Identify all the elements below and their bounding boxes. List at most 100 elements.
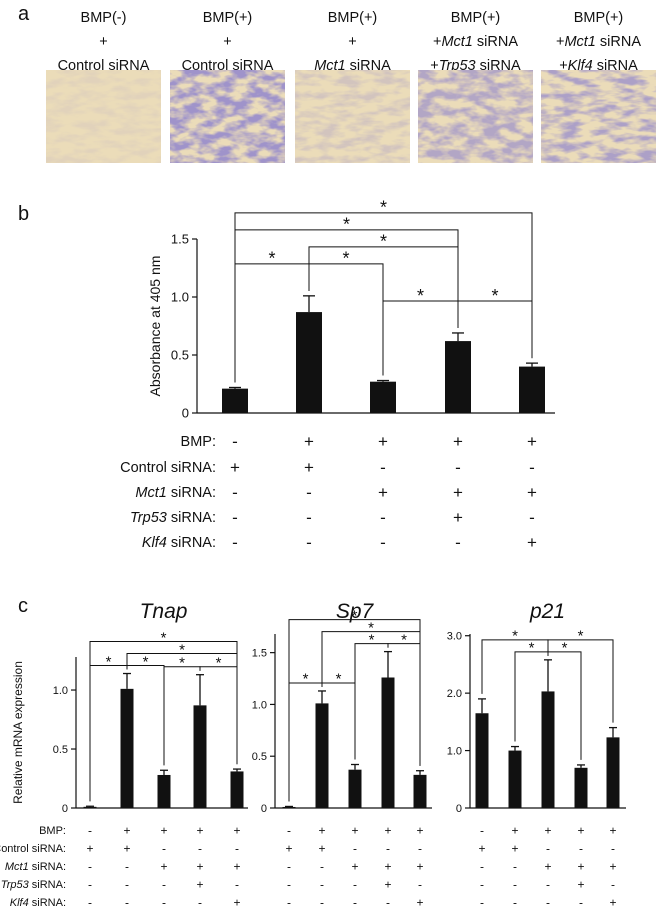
text-part: BMP(+) bbox=[328, 10, 378, 26]
condition-mark: + bbox=[196, 877, 203, 891]
text-part: Trp53 bbox=[1, 879, 30, 891]
condition-mark: + bbox=[351, 859, 358, 873]
condition-mark: + bbox=[86, 841, 93, 855]
chart-title: Tnap bbox=[140, 600, 188, 623]
condition-mark: - bbox=[320, 895, 324, 909]
text-part: siRNA: bbox=[167, 510, 216, 526]
text-part: siRNA bbox=[473, 34, 518, 50]
condition-label: BMP: bbox=[39, 825, 66, 837]
condition-mark: + bbox=[527, 533, 537, 552]
text-part: + bbox=[99, 34, 107, 50]
condition-mark: - bbox=[320, 859, 324, 873]
condition-mark: + bbox=[230, 458, 240, 477]
text-part: Mct1 bbox=[5, 861, 29, 873]
bar bbox=[230, 771, 244, 808]
significance-star: * bbox=[529, 640, 535, 657]
panel-label: a bbox=[18, 3, 30, 25]
text-part: Mct1 bbox=[441, 34, 472, 50]
image-caption: BMP(+) bbox=[574, 10, 624, 26]
y-tick-label: 0 bbox=[456, 803, 462, 815]
condition-mark: + bbox=[416, 823, 423, 837]
condition-mark: - bbox=[480, 877, 484, 891]
text-part: Mct1 bbox=[135, 485, 166, 501]
image-caption: BMP(+) bbox=[328, 10, 378, 26]
condition-mark: - bbox=[579, 895, 583, 909]
y-tick-label: 0 bbox=[182, 406, 189, 421]
condition-mark: - bbox=[418, 877, 422, 891]
condition-mark: - bbox=[380, 508, 386, 527]
bar bbox=[222, 388, 248, 413]
condition-mark: + bbox=[233, 859, 240, 873]
condition-mark: + bbox=[123, 823, 130, 837]
condition-mark: + bbox=[318, 841, 325, 855]
condition-label: Mct1 siRNA: bbox=[135, 485, 216, 501]
text-part: siRNA: bbox=[29, 897, 66, 909]
condition-mark: - bbox=[198, 841, 202, 855]
image-caption: + bbox=[223, 34, 231, 50]
condition-mark: + bbox=[384, 877, 391, 891]
condition-mark: - bbox=[287, 823, 291, 837]
condition-mark: - bbox=[353, 841, 357, 855]
condition-mark: - bbox=[546, 895, 550, 909]
condition-mark: - bbox=[513, 877, 517, 891]
y-tick-label: 0 bbox=[261, 803, 267, 815]
significance-star: * bbox=[216, 654, 222, 671]
significance-star: * bbox=[491, 286, 498, 306]
bar bbox=[519, 366, 545, 413]
condition-mark: + bbox=[233, 895, 240, 909]
condition-mark: - bbox=[513, 859, 517, 873]
condition-mark: - bbox=[162, 841, 166, 855]
significance-star: * bbox=[343, 215, 350, 235]
condition-mark: + bbox=[511, 841, 518, 855]
bar bbox=[315, 703, 329, 808]
condition-mark: + bbox=[304, 432, 314, 451]
condition-mark: + bbox=[577, 823, 584, 837]
text-part: BMP(+) bbox=[574, 10, 624, 26]
text-part: siRNA: bbox=[167, 485, 216, 501]
condition-mark: + bbox=[384, 859, 391, 873]
condition-label: Trp53 siRNA: bbox=[130, 510, 216, 526]
condition-mark: - bbox=[232, 432, 238, 451]
condition-mark: + bbox=[318, 823, 325, 837]
condition-mark: - bbox=[380, 458, 386, 477]
significance-star: * bbox=[562, 640, 568, 657]
y-tick-label: 3.0 bbox=[447, 631, 462, 643]
y-tick-label: 0 bbox=[62, 803, 68, 815]
significance-star: * bbox=[106, 653, 112, 670]
condition-mark: - bbox=[287, 859, 291, 873]
condition-mark: + bbox=[378, 432, 388, 451]
stain-texture bbox=[295, 70, 410, 163]
y-tick-label: 1.5 bbox=[171, 232, 189, 247]
condition-mark: - bbox=[232, 508, 238, 527]
condition-mark: - bbox=[386, 841, 390, 855]
text-part: siRNA bbox=[596, 34, 641, 50]
condition-mark: + bbox=[478, 841, 485, 855]
condition-mark: + bbox=[378, 483, 388, 502]
significance-star: * bbox=[380, 198, 387, 218]
condition-mark: - bbox=[611, 877, 615, 891]
condition-label: Trp53 siRNA: bbox=[1, 879, 66, 891]
image-caption: BMP(+) bbox=[203, 10, 253, 26]
image-caption: +Mct1 siRNA bbox=[433, 34, 518, 50]
text-part: siRNA: bbox=[167, 535, 216, 551]
condition-mark: + bbox=[233, 823, 240, 837]
condition-mark: - bbox=[198, 895, 202, 909]
condition-mark: + bbox=[609, 895, 616, 909]
condition-mark: - bbox=[320, 877, 324, 891]
stain-texture bbox=[541, 70, 656, 163]
y-tick-label: 2.0 bbox=[447, 688, 462, 700]
y-tick-label: 1.5 bbox=[252, 648, 267, 660]
y-axis-label: Relative mRNA expression bbox=[11, 661, 25, 804]
text-part: + bbox=[223, 34, 231, 50]
text-part: BMP: bbox=[181, 434, 216, 450]
condition-label: BMP: bbox=[181, 434, 216, 450]
y-tick-label: 0.5 bbox=[53, 744, 68, 756]
bar bbox=[508, 750, 522, 808]
y-tick-label: 1.0 bbox=[171, 290, 189, 305]
condition-mark: + bbox=[453, 483, 463, 502]
y-tick-label: 1.0 bbox=[447, 746, 462, 758]
image-caption: + bbox=[348, 34, 356, 50]
condition-mark: + bbox=[527, 483, 537, 502]
condition-mark: + bbox=[384, 823, 391, 837]
